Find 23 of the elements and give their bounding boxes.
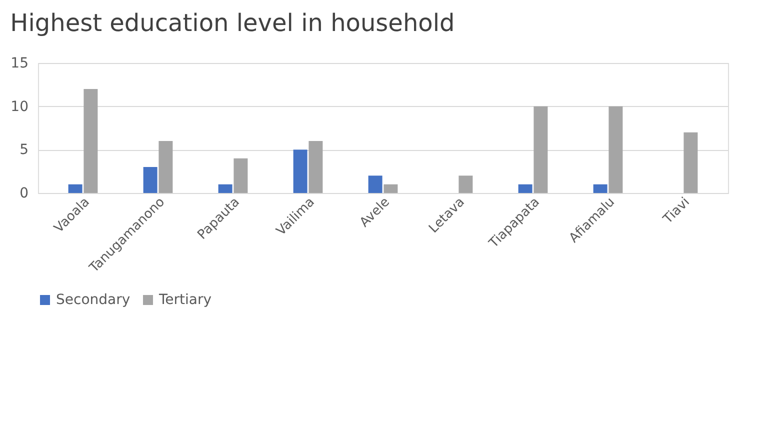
y-tick-label: 5	[20, 142, 28, 158]
bar	[458, 176, 473, 193]
bar	[84, 89, 98, 193]
bar	[534, 106, 548, 193]
bar	[608, 106, 623, 193]
y-tick-label: 15	[10, 56, 28, 72]
legend-label: Tertiary	[158, 292, 212, 308]
bar	[234, 158, 248, 193]
bar	[308, 141, 323, 193]
y-tick-label: 0	[20, 186, 28, 202]
bar	[518, 184, 532, 193]
bar	[368, 176, 382, 193]
bar	[218, 184, 232, 193]
chart-title: Highest education level in household	[10, 9, 455, 37]
bar	[68, 184, 82, 193]
bar	[293, 150, 308, 193]
legend-label: Secondary	[56, 292, 130, 308]
bar	[143, 167, 158, 193]
bar	[684, 132, 698, 193]
bar	[384, 184, 398, 193]
bar	[158, 141, 173, 193]
bar	[593, 184, 608, 193]
y-tick-label: 10	[10, 98, 28, 115]
